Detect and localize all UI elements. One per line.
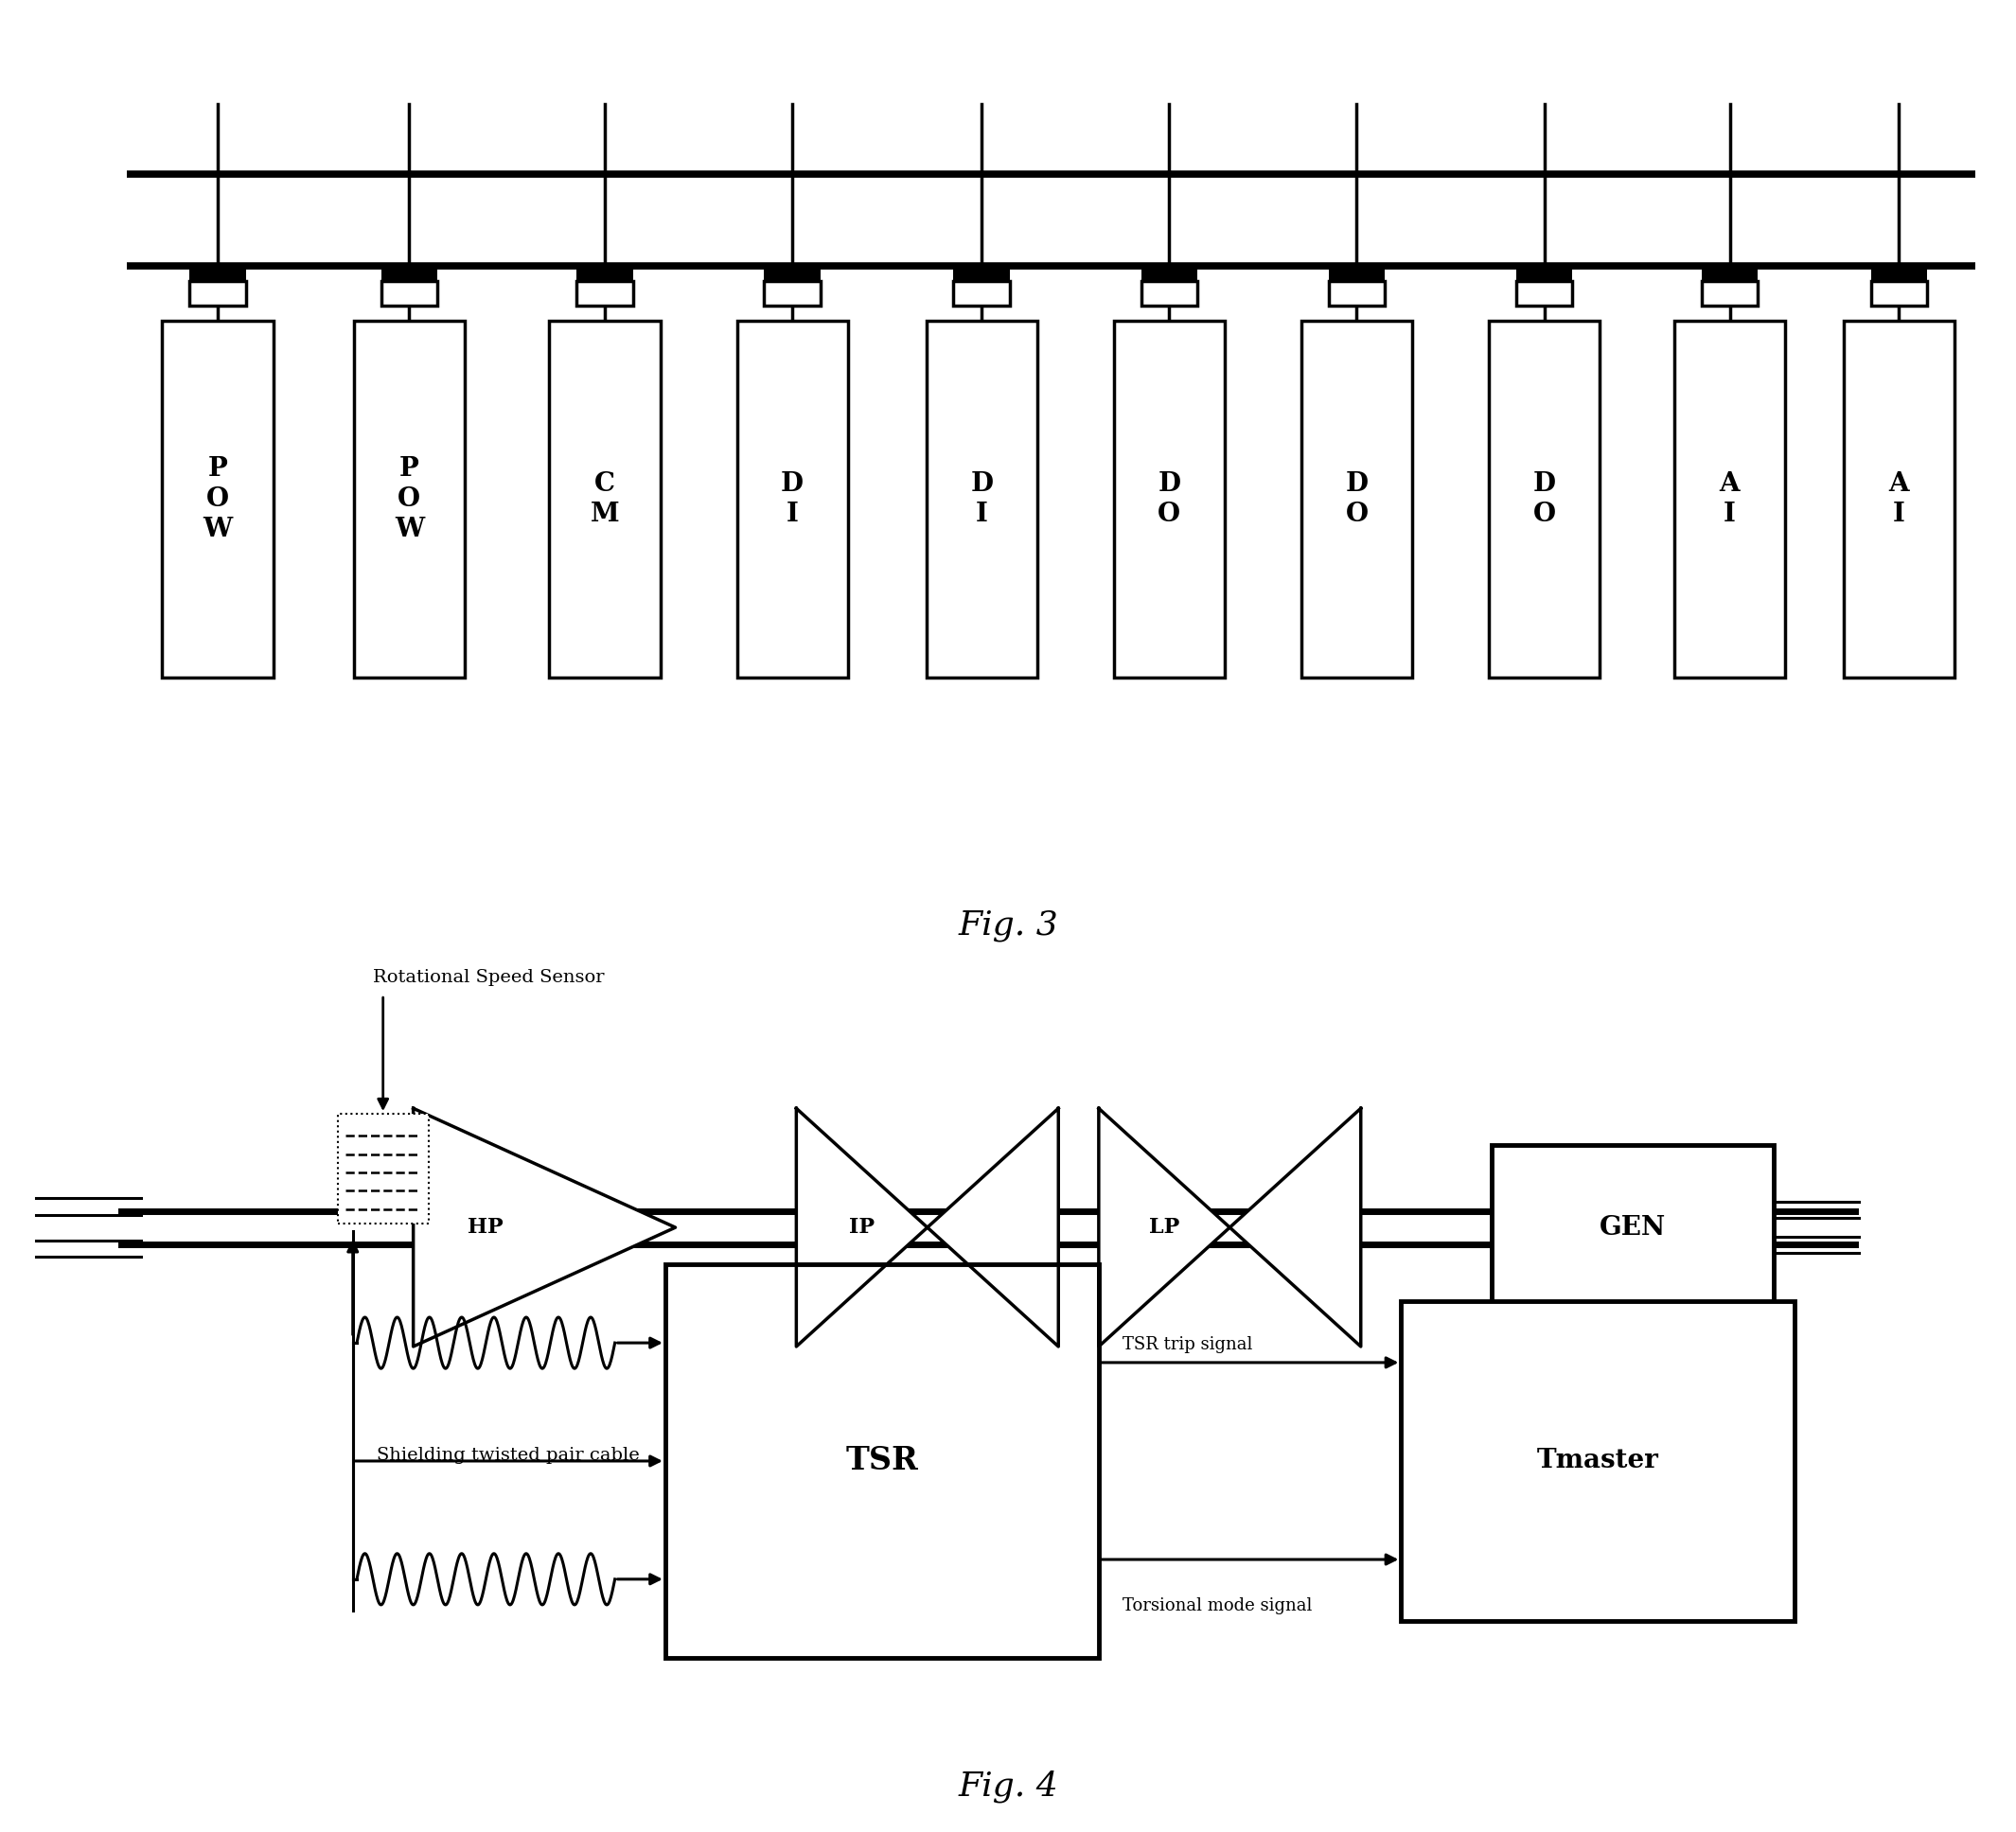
Bar <box>738 321 847 678</box>
Text: D
O: D O <box>1345 471 1369 528</box>
Text: D
O: D O <box>1157 471 1181 528</box>
Text: Tmaster: Tmaster <box>1536 1449 1659 1473</box>
Text: P
O
W: P O W <box>204 456 232 542</box>
Bar <box>1113 321 1226 678</box>
Bar <box>548 321 659 678</box>
Polygon shape <box>413 1108 675 1347</box>
Bar <box>161 321 274 678</box>
Text: TSR: TSR <box>845 1445 919 1477</box>
Text: C
M: C M <box>591 471 619 528</box>
Text: Shielding twisted pair cable: Shielding twisted pair cable <box>377 1447 639 1464</box>
Text: HP: HP <box>468 1216 504 1238</box>
Bar <box>1302 321 1413 678</box>
Text: Fig. 3: Fig. 3 <box>958 909 1058 942</box>
Bar <box>1401 1301 1794 1621</box>
Polygon shape <box>927 1108 1058 1347</box>
Bar <box>925 321 1036 678</box>
Bar <box>954 266 1010 280</box>
Bar <box>954 280 1010 306</box>
Bar <box>1871 280 1927 306</box>
Polygon shape <box>1230 1108 1361 1347</box>
Text: D
I: D I <box>970 471 994 528</box>
Bar <box>1516 266 1572 280</box>
Bar <box>577 266 633 280</box>
Bar <box>1516 280 1572 306</box>
Bar <box>1329 280 1385 306</box>
Bar <box>1488 321 1601 678</box>
Bar <box>1871 266 1927 280</box>
Bar <box>339 1114 429 1224</box>
Bar <box>577 280 633 306</box>
Bar <box>1702 266 1758 280</box>
Bar <box>381 280 437 306</box>
Bar <box>1141 280 1198 306</box>
Bar <box>665 1264 1099 1658</box>
Text: Rotational Speed Sensor: Rotational Speed Sensor <box>373 969 605 986</box>
Bar <box>764 266 821 280</box>
Bar <box>190 266 246 280</box>
Text: LP: LP <box>1149 1216 1179 1238</box>
Text: A
I: A I <box>1720 471 1740 528</box>
Text: A
I: A I <box>1889 471 1909 528</box>
Bar <box>1702 280 1758 306</box>
Bar <box>1492 1145 1774 1310</box>
Bar <box>764 280 821 306</box>
Bar <box>1673 321 1786 678</box>
Text: P
O
W: P O W <box>395 456 423 542</box>
Text: D
O: D O <box>1532 471 1556 528</box>
Text: D
I: D I <box>780 471 804 528</box>
Text: TSR trip signal: TSR trip signal <box>1123 1336 1252 1354</box>
Bar <box>355 321 464 678</box>
Polygon shape <box>796 1108 927 1347</box>
Text: GEN: GEN <box>1601 1215 1665 1240</box>
Bar <box>1843 321 1956 678</box>
Text: Torsional mode signal: Torsional mode signal <box>1123 1598 1312 1614</box>
Polygon shape <box>1099 1108 1230 1347</box>
Bar <box>381 266 437 280</box>
Bar <box>1141 266 1198 280</box>
Bar <box>190 280 246 306</box>
Text: Fig. 4: Fig. 4 <box>958 1770 1058 1803</box>
Bar <box>1329 266 1385 280</box>
Text: IP: IP <box>849 1216 875 1238</box>
